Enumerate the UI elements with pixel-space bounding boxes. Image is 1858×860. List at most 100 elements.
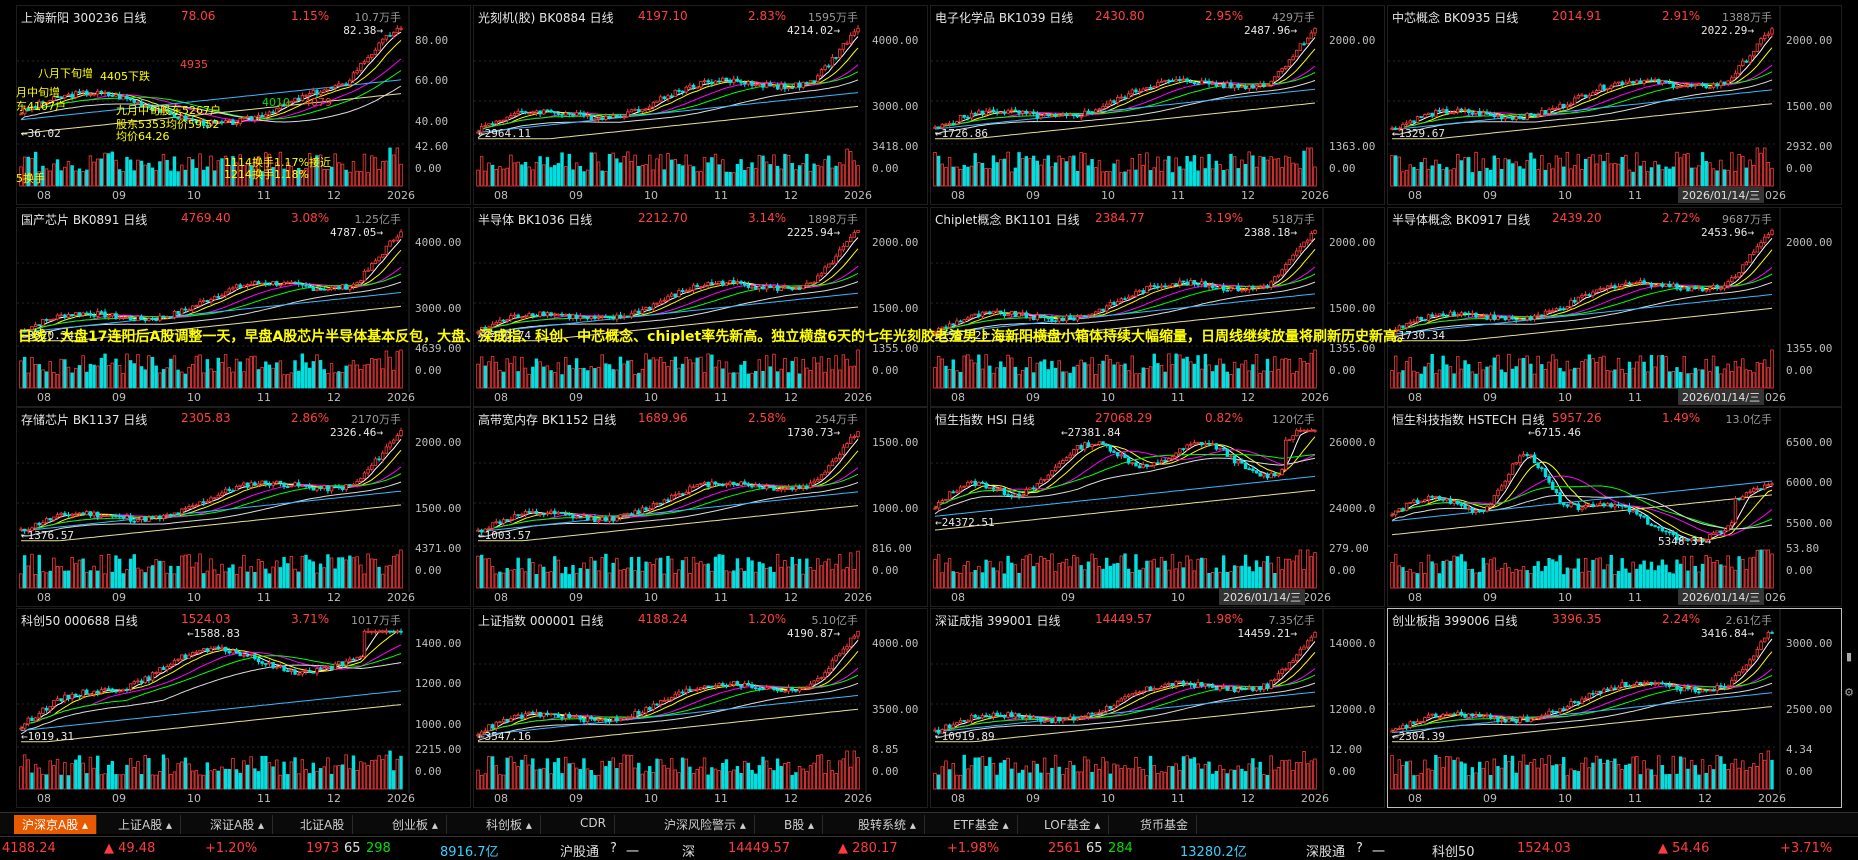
volume-bar [658,356,663,389]
candle-body [772,85,776,87]
candle-body [216,296,221,298]
candle-body [1518,116,1522,119]
candle-body [81,512,85,516]
volume-bar [677,163,681,187]
candle-body [1397,508,1402,512]
kline-panel[interactable]: 上海新阳 300236 日线 78.06 1.15% 10.7万手 80.00 60.00… [16,5,471,205]
volume-bar [1010,171,1014,187]
volume-bar [1254,354,1259,389]
candle-body [296,673,301,676]
volume-bar [1525,355,1529,389]
volume-bar [1605,152,1610,187]
volume-bar [750,162,754,187]
kline-panel[interactable]: 中芯概念 BK0935 日线 2014.91 2.91% 1388万手 2000.00 1… [1387,5,1842,205]
volume-bar [351,755,356,790]
candle-body [739,481,743,486]
kline-panel[interactable]: 深证成指 399001 日线 14449.57 1.98% 7.35亿手 14000.0… [930,608,1385,808]
candle-body [1448,112,1453,114]
candle-body [1075,444,1080,450]
candle-body [183,507,188,510]
candle-body [1766,234,1771,238]
candle-body [88,511,93,517]
volume-bar [1053,754,1058,790]
volume-bar [542,767,546,790]
ma-line-250 [478,105,859,140]
kline-panel[interactable]: 上证指数 000001 日线 4188.24 1.20% 5.10亿手 4000.00 3… [473,608,928,808]
candle-body [41,101,45,104]
volume-bar [973,570,977,589]
volume-bar [1693,367,1697,389]
ma-line-120 [20,490,402,532]
kline-panel[interactable]: 存储芯片 BK1137 日线 2305.83 2.86% 2170万手 2000.00 1… [16,407,471,607]
volume-bar [289,372,294,389]
candle-body [479,326,484,333]
kline-panel[interactable]: 光刻机(胶) BK0884 日线 4197.10 2.83% 1595万手 4000.0… [473,5,928,205]
candle-body [106,91,111,96]
candle-body [977,313,981,317]
volume-bar [534,574,539,589]
volume-bar [666,767,670,790]
candle-body [841,648,846,655]
candle-body [706,80,710,83]
kline-panel[interactable]: 恒生指数 HSI 日线 27068.29 0.82% 120亿手 26000.0 2400… [930,407,1385,607]
candle-body [794,82,798,89]
min-price-label: ←1730.34 [1392,329,1445,342]
candle-body [267,283,272,286]
candle-body [194,305,199,307]
candle-body [1708,87,1712,89]
candle-body [841,245,846,251]
candle-body [103,91,107,94]
candle-body [775,85,780,90]
volume-bar [999,361,1003,389]
candle-body [1042,478,1047,481]
volume-unit: 1017万手 [351,614,401,627]
volume-bar [523,571,528,589]
kline-panel[interactable]: 电子化学品 BK1039 日线 2430.80 2.95% 429万手 2000.00 1… [930,5,1385,205]
candle-body [1587,94,1592,98]
candle-body [637,109,641,112]
volume-bar [150,356,155,389]
volume-bar [560,573,564,589]
volume-bar [132,363,136,389]
candle-body [1243,462,1248,470]
volume-bar [1434,159,1438,187]
volume-bar [304,167,308,187]
candle-body [1119,454,1124,457]
candle-body [337,486,341,488]
volume-bar [340,764,345,790]
kline-panel[interactable]: 高带宽内存 BK1152 日线 1689.96 2.58% 254万手 1500.00 1… [473,407,928,607]
volume-bar [329,166,334,187]
kline-panel[interactable]: 恒生科技指数 HSTECH 日线 5957.26 1.49% 13.0亿手 6500.0… [1387,407,1842,607]
volume-bar [531,758,535,790]
kline-panel[interactable]: Chiplet概念 BK1101 日线 2384.77 3.19% 518万手 2000… [930,207,1385,407]
volume-bar [37,364,41,389]
volume-bar [1207,364,1211,389]
kline-panel[interactable]: 国产芯片 BK0891 日线 4769.40 3.08% 1.25亿手 4000.00 3… [16,207,471,407]
volume-bar [1744,167,1749,187]
candle-body [995,310,999,313]
candle-body [1448,498,1453,504]
volume-bar [99,357,104,389]
volume-bar [856,550,860,589]
volume-bar [1722,169,1727,187]
volume-axis-label: 8.85 [872,743,899,756]
volume-bar [607,572,612,589]
kline-panel[interactable]: 科创50 000688 日线 1524.03 3.71% 1017万手 1400.00 1… [16,608,471,808]
candle-body [662,299,667,302]
volume-bar [1024,156,1029,187]
candle-body [132,99,136,103]
month-label: 09 [569,391,583,404]
candle-body [1254,85,1259,89]
price-axis-label: 6500.00 [1786,436,1833,449]
volume-bar [1020,558,1025,589]
volume-bar [1423,366,1427,389]
volume-bar [253,572,257,589]
kline-panel[interactable]: 半导体 BK1036 日线 2212.70 3.14% 1898万手 2000.00 15… [473,207,928,407]
volume-bar [161,153,166,187]
volume-bar [1196,170,1200,187]
candle-body [1602,503,1606,507]
kline-panel[interactable]: 半导体概念 BK0917 日线 2439.20 2.72% 9687万手 2000.00… [1387,207,1842,407]
volume-bar [487,162,491,187]
volume-bar [1207,154,1211,187]
volume-bar [1404,361,1409,389]
